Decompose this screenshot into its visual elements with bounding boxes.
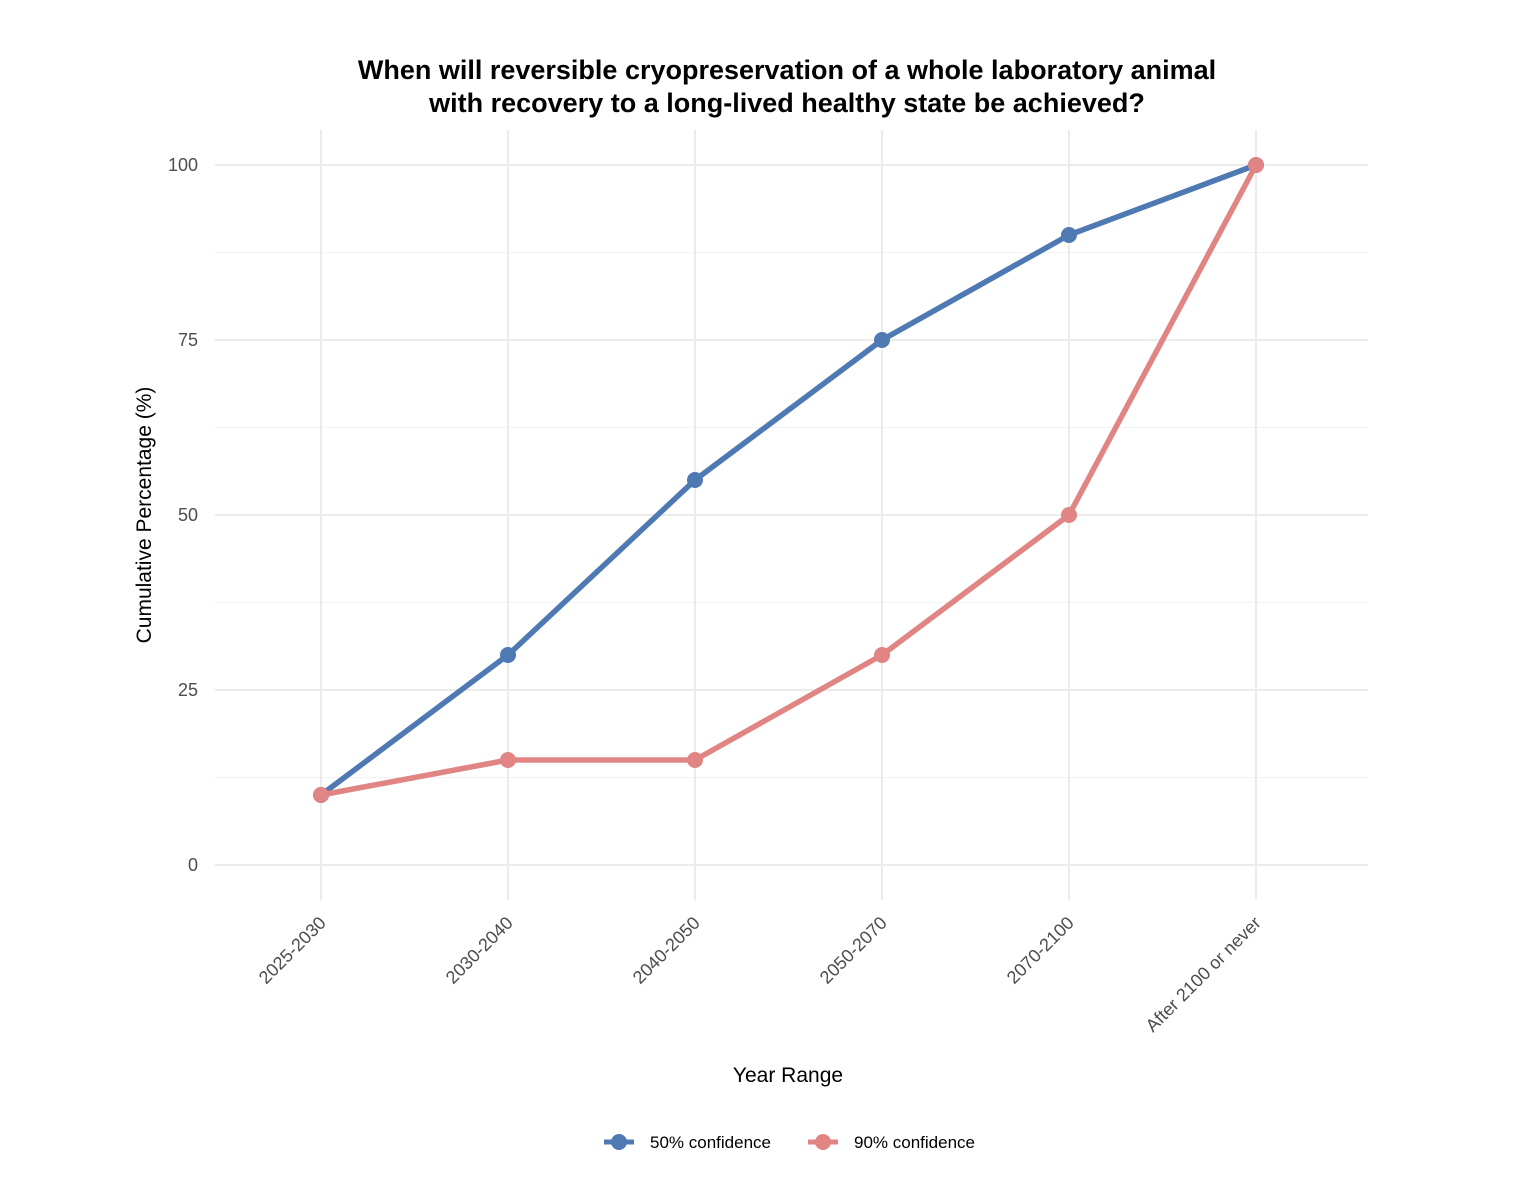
legend-label-2: 90% confidence [854,1133,975,1152]
series-lines [318,162,1259,798]
y-tick-label: 100 [168,155,198,175]
series-1-point [874,332,890,348]
y-axis-ticks: 0 25 50 75 100 [168,155,198,875]
series-2-point [500,752,516,768]
series-1-point [1061,227,1077,243]
legend-label-1: 50% confidence [650,1133,771,1152]
chart-title-line-1: When will reversible cryopreservation of… [358,55,1216,85]
y-tick-label: 75 [178,330,198,350]
series-2-point [1061,507,1077,523]
legend-key-point-2 [815,1134,831,1150]
series-line-2 [318,162,1259,798]
series-2-point [313,787,329,803]
series-2-point [1248,157,1264,173]
series-1-point [500,647,516,663]
legend-key-point-1 [611,1134,627,1150]
x-axis-label: Year Range [733,1064,843,1087]
series-1-point [687,472,703,488]
series-points [313,157,1264,803]
y-axis-label: Cumulative Percentage (%) [133,387,156,644]
y-tick-label: 25 [178,680,198,700]
series-line-1 [318,162,1259,798]
y-tick-label: 0 [188,855,198,875]
chart-title-line-2: with recovery to a long-lived healthy st… [428,88,1145,118]
series-2-point [874,647,890,663]
series-2-point [687,752,703,768]
legend: 50% confidence 90% confidence [604,1133,975,1152]
y-tick-label: 50 [178,505,198,525]
